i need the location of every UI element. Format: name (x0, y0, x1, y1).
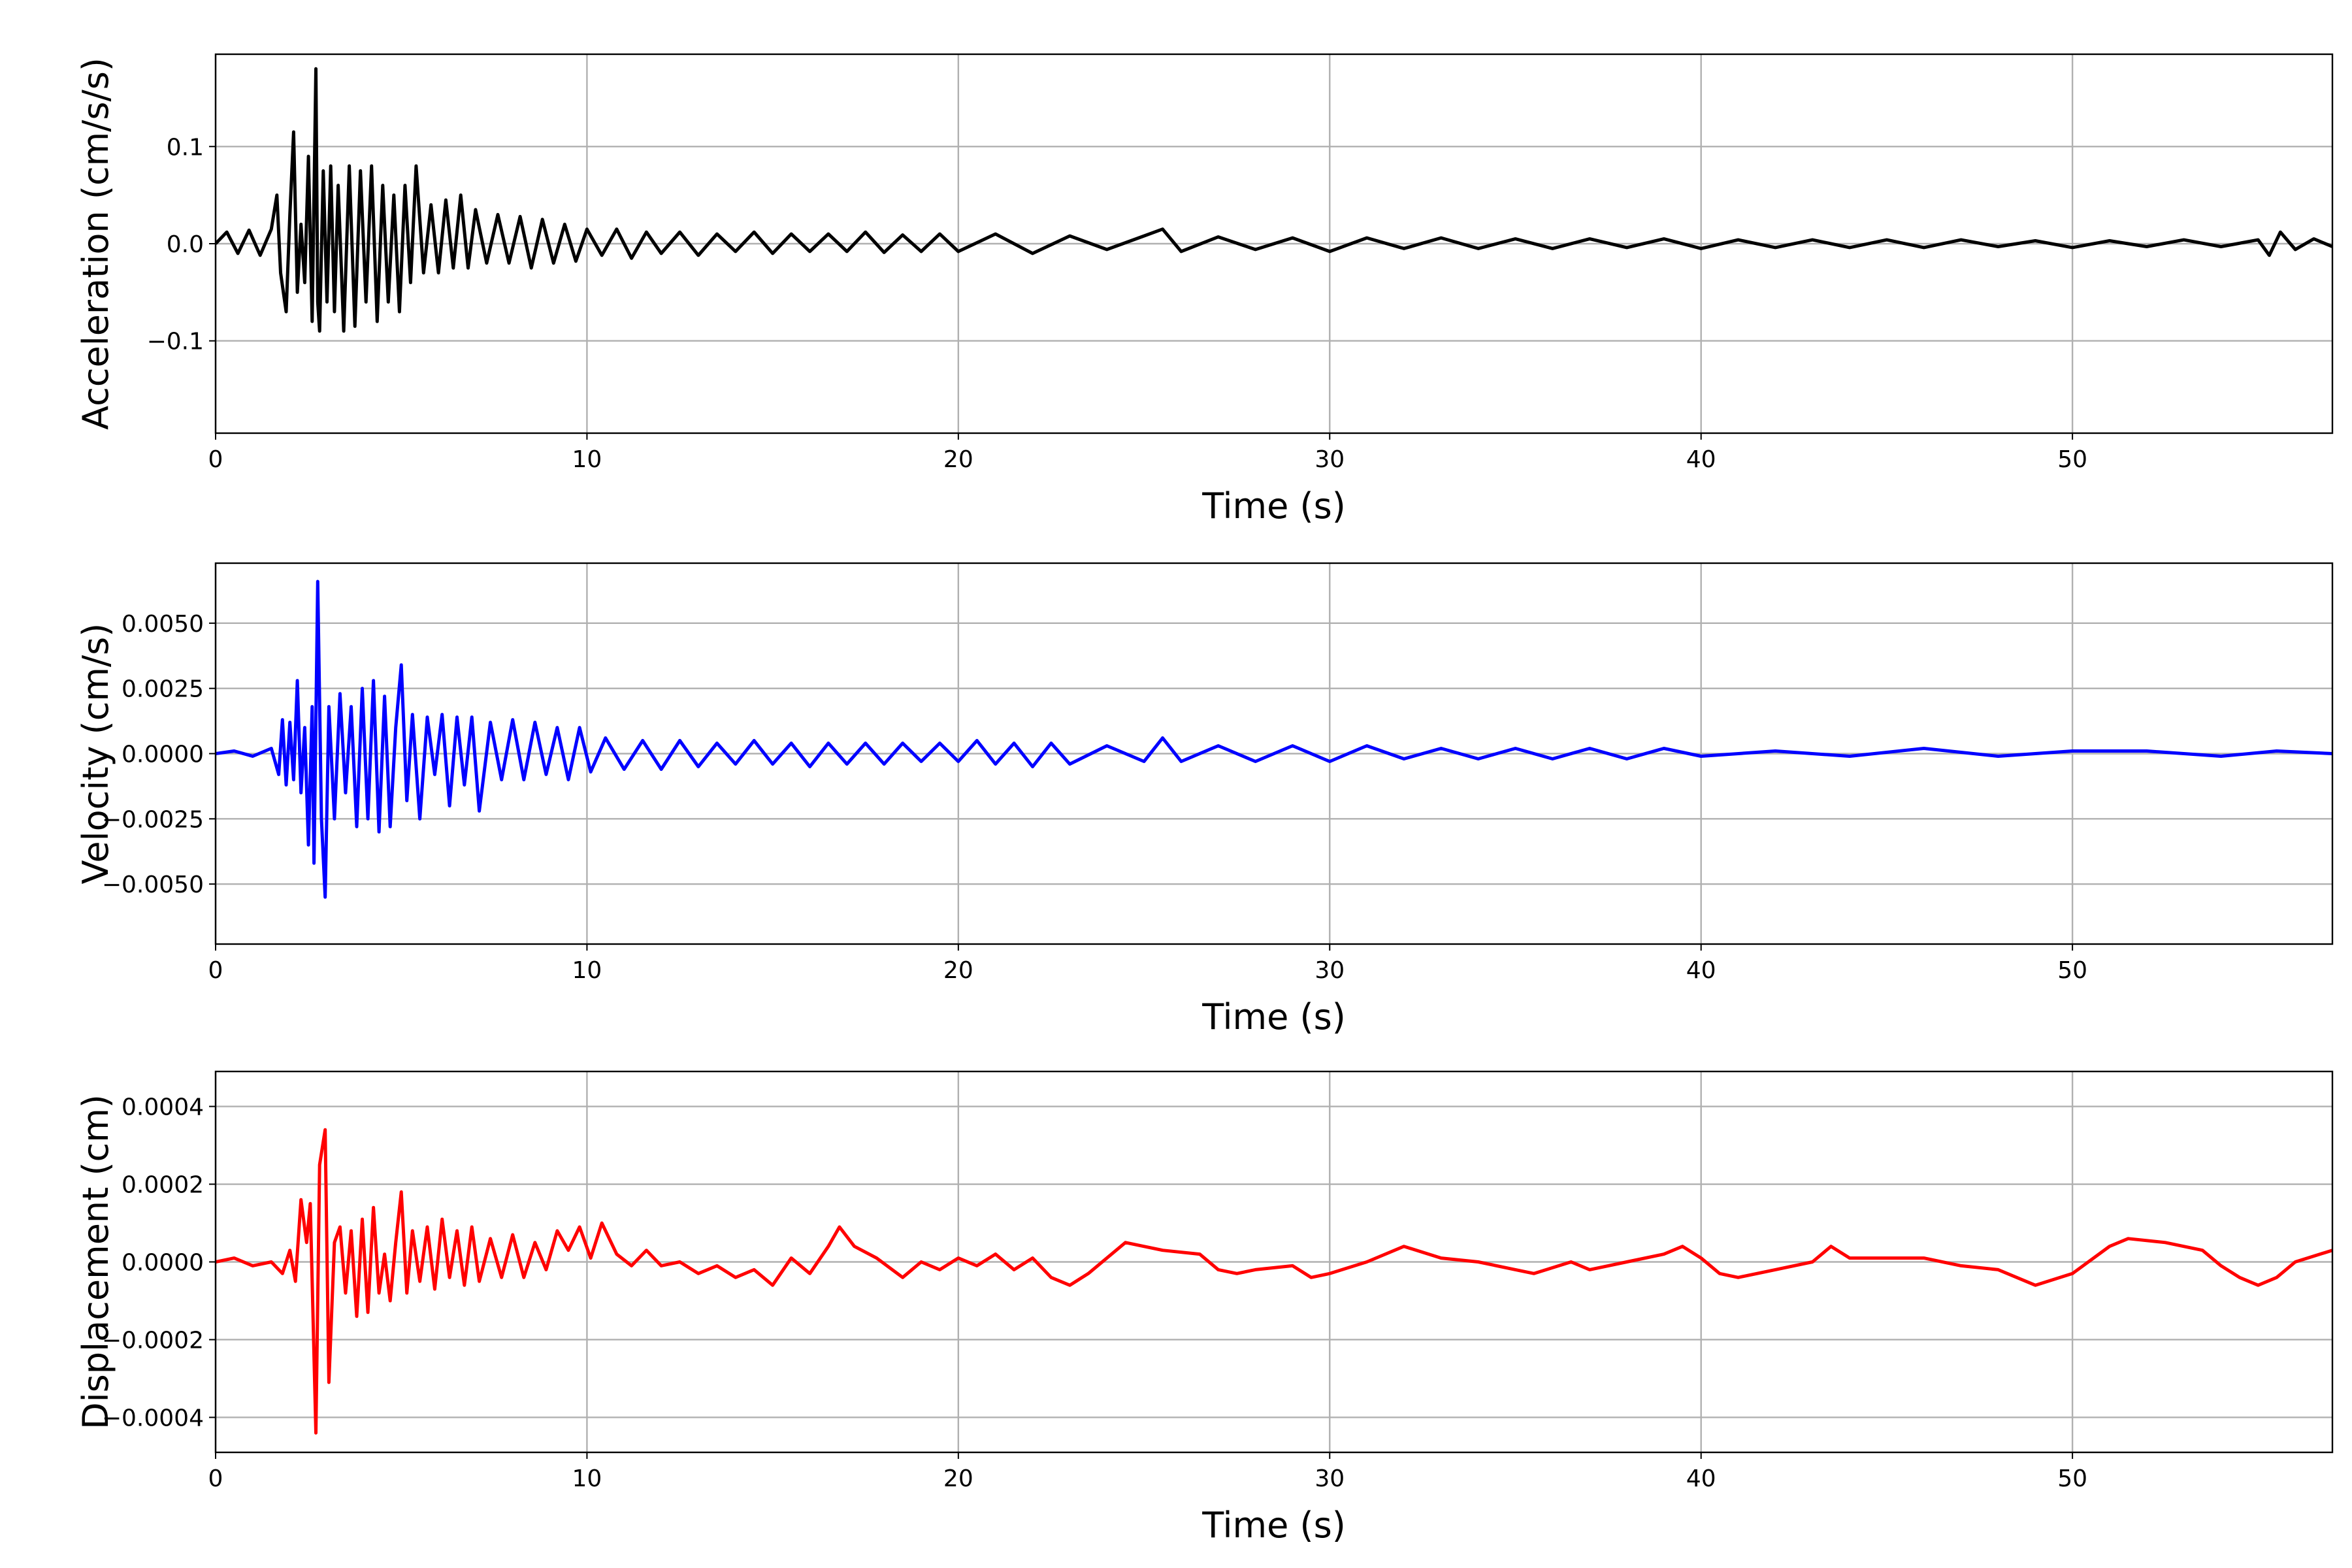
displacement-ytick-label: 0.0004 (122, 1094, 204, 1121)
displacement-plot-frame (214, 1070, 2334, 1454)
velocity-ytick-label: 0.0025 (122, 676, 204, 703)
acceleration-panel: 0 10 20 30 40 50 −0.1 0.0 0.1 Time (s) Acceleratio… (75, 53, 2334, 527)
velocity-xtick-label: 10 (572, 957, 602, 984)
acceleration-plot-frame (214, 53, 2334, 434)
displacement-xtick-label: 30 (1315, 1465, 1345, 1492)
velocity-plot-frame (214, 562, 2334, 945)
acceleration-xtick-label: 50 (2057, 446, 2087, 473)
acceleration-xaxis-label: Time (s) (1201, 485, 1346, 527)
acceleration-ytick-label: 0.0 (167, 231, 204, 258)
velocity-xtick-label: 20 (943, 957, 973, 984)
displacement-ytick-label: −0.0002 (102, 1327, 204, 1354)
displacement-yaxis-label: Displacement (cm) (75, 1094, 116, 1429)
velocity-ytick-label: −0.0025 (102, 806, 204, 833)
displacement-ytick-label: 0.0000 (122, 1250, 204, 1277)
displacement-xtick-label: 10 (572, 1465, 602, 1492)
velocity-ytick-label: −0.0050 (102, 872, 204, 898)
acceleration-series-line (216, 67, 2332, 333)
velocity-panel: 0 10 20 30 40 50 −0.0050 −0.0025 0.0000 0.0025 0.0… (75, 562, 2334, 1037)
displacement-series-line (216, 1128, 2332, 1435)
velocity-ytick-label: 0.0050 (122, 611, 204, 638)
velocity-series-line (216, 580, 2332, 899)
displacement-xtick-label: 40 (1686, 1465, 1716, 1492)
acceleration-yaxis-label: Acceleration (cm/s/s) (75, 57, 116, 430)
displacement-ytick-label: 0.0002 (122, 1172, 204, 1199)
acceleration-xtick-label: 30 (1315, 446, 1345, 473)
velocity-xaxis-label: Time (s) (1201, 996, 1346, 1037)
displacement-panel: 0 10 20 30 40 50 −0.0004 −0.0002 0.0000 0.0002 0.0… (75, 1070, 2334, 1546)
velocity-xtick-label: 50 (2057, 957, 2087, 984)
displacement-ytick-label: −0.0004 (102, 1405, 204, 1431)
velocity-ytick-label: 0.0000 (122, 742, 204, 768)
velocity-yaxis-label: Velocity (cm/s) (75, 623, 116, 885)
acceleration-xtick-label: 0 (208, 446, 223, 473)
acceleration-xtick-label: 10 (572, 446, 602, 473)
acceleration-xtick-label: 40 (1686, 446, 1716, 473)
velocity-xtick-label: 40 (1686, 957, 1716, 984)
acceleration-xtick-label: 20 (943, 446, 973, 473)
displacement-xtick-label: 20 (943, 1465, 973, 1492)
displacement-xtick-label: 50 (2057, 1465, 2087, 1492)
velocity-xtick-label: 0 (208, 957, 223, 984)
acceleration-ytick-label: −0.1 (147, 329, 204, 355)
displacement-xtick-label: 0 (208, 1465, 223, 1492)
displacement-xaxis-label: Time (s) (1201, 1505, 1346, 1546)
velocity-xtick-label: 30 (1315, 957, 1345, 984)
acceleration-ytick-label: 0.1 (167, 134, 204, 161)
